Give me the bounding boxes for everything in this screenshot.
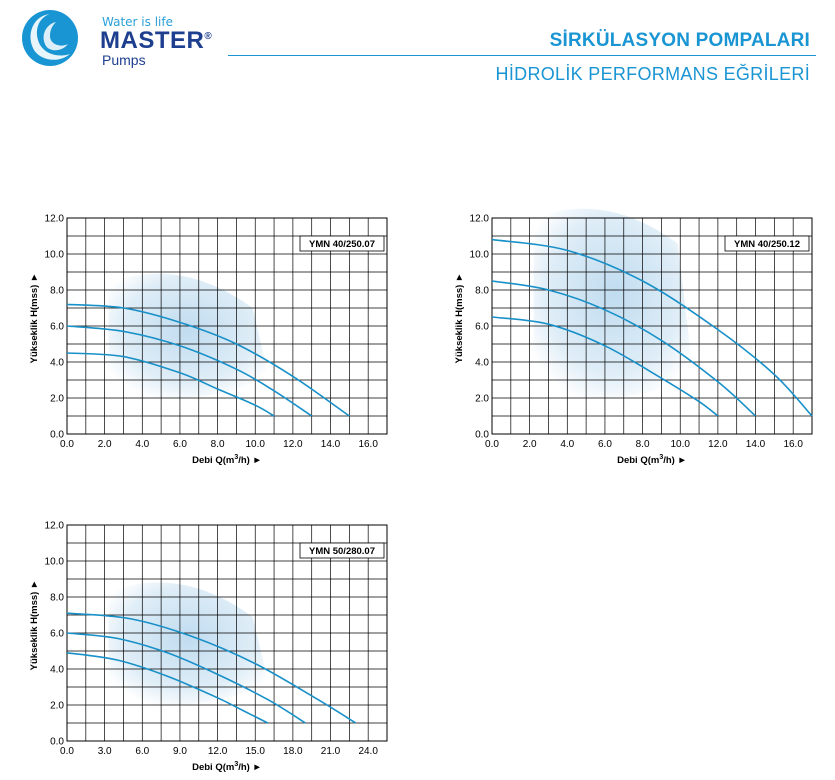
pump-curve-3: [491, 316, 719, 417]
model-label: YMN 50/280.07: [309, 546, 375, 557]
y-tick-label: 4.0: [475, 358, 489, 369]
x-tick-label: 2.0: [98, 439, 112, 450]
x-axis-label: Debi Q(m3/h) ►: [192, 761, 262, 773]
x-tick-label: 6.0: [173, 439, 187, 450]
y-tick-label: 2.0: [50, 394, 64, 405]
x-tick-label: 15.0: [246, 746, 266, 757]
x-axis-label: Debi Q(m3/h) ►: [192, 454, 262, 466]
y-tick-label: 10.0: [45, 250, 65, 261]
operating-region: [533, 208, 694, 399]
x-tick-label: 6.0: [135, 746, 149, 757]
y-tick-label: 12.0: [45, 521, 65, 532]
x-tick-label: 0.0: [60, 439, 74, 450]
pump-curve-2: [491, 280, 757, 417]
x-tick-label: 12.0: [708, 439, 728, 450]
page-title: SİRKÜLASYON POMPALARI: [549, 30, 810, 51]
y-tick-label: 12.0: [470, 214, 490, 225]
pump-curve-2: [66, 632, 306, 724]
model-label-box: [299, 235, 385, 252]
page-subtitle: HİDROLİK PERFORMANS EĞRİLERİ: [495, 64, 810, 84]
y-tick-label: 12.0: [45, 214, 65, 225]
x-tick-label: 21.0: [321, 746, 341, 757]
plot-frame: [491, 217, 813, 435]
pump-curve-2: [66, 325, 313, 417]
y-tick-label: 4.0: [50, 358, 64, 369]
y-axis-label: Yükseklik H(mss) ►: [29, 580, 40, 671]
pump-curve-1: [491, 238, 813, 417]
y-tick-label: 6.0: [475, 322, 489, 333]
x-tick-label: 0.0: [485, 439, 499, 450]
y-tick-label: 8.0: [475, 286, 489, 297]
x-tick-label: 4.0: [560, 439, 574, 450]
x-tick-label: 12.0: [208, 746, 228, 757]
x-tick-label: 9.0: [173, 746, 187, 757]
x-tick-label: 3.0: [98, 746, 112, 757]
performance-chart-ymn-40-250-07: YMN 40/250.07 0.0 2.0 4.0 6.0 8.0 10.0 12.0 14.0…: [29, 214, 388, 466]
model-label-box: [724, 235, 810, 252]
header-divider: [228, 55, 816, 56]
x-tick-label: 12.0: [283, 439, 303, 450]
y-tick-label: 0.0: [50, 430, 64, 441]
pump-curve-3: [66, 352, 275, 417]
performance-chart-ymn-50-280-07: YMN 50/280.07 0.0 3.0 6.0 9.0 12.0 15.0 18.0 21.…: [29, 521, 388, 773]
x-tick-label: 16.0: [358, 439, 378, 450]
y-axis-label: Yükseklik H(mss) ►: [29, 273, 40, 364]
operating-region: [108, 273, 269, 399]
logo-name: MASTER®: [100, 27, 213, 54]
y-tick-label: 10.0: [45, 557, 65, 568]
x-tick-label: 14.0: [746, 439, 766, 450]
performance-chart-ymn-40-250-12: YMN 40/250.12 0.0 2.0 4.0 6.0 8.0 10.0 12.0 14.0…: [454, 208, 813, 466]
water-drop-logo-icon: [22, 10, 78, 66]
y-tick-label: 0.0: [50, 737, 64, 748]
x-tick-label: 16.0: [783, 439, 803, 450]
y-tick-label: 2.0: [475, 394, 489, 405]
model-label: YMN 40/250.12: [734, 239, 800, 250]
y-tick-label: 6.0: [50, 322, 64, 333]
x-tick-label: 2.0: [523, 439, 537, 450]
y-tick-label: 8.0: [50, 286, 64, 297]
x-tick-label: 8.0: [211, 439, 225, 450]
x-tick-label: 10.0: [671, 439, 691, 450]
x-tick-label: 4.0: [135, 439, 149, 450]
operating-region: [108, 582, 269, 706]
x-tick-label: 8.0: [636, 439, 650, 450]
x-tick-label: 24.0: [358, 746, 378, 757]
x-tick-label: 18.0: [283, 746, 303, 757]
logo-tagline: Water is life: [102, 15, 173, 29]
y-tick-label: 2.0: [50, 701, 64, 712]
logo-subtitle: Pumps: [102, 52, 146, 68]
x-axis-label: Debi Q(m3/h) ►: [617, 454, 687, 466]
model-label-box: [299, 542, 385, 559]
pump-curve-1: [66, 303, 350, 417]
brand-logo[interactable]: Water is life MASTER® Pumps: [18, 8, 218, 68]
pump-curve-3: [66, 652, 269, 724]
x-tick-label: 0.0: [60, 746, 74, 757]
y-axis-label: Yükseklik H(mss) ►: [454, 273, 465, 364]
y-tick-label: 8.0: [50, 593, 64, 604]
y-tick-label: 0.0: [475, 430, 489, 441]
model-label: YMN 40/250.07: [309, 239, 375, 250]
y-tick-label: 6.0: [50, 629, 64, 640]
x-tick-label: 14.0: [321, 439, 341, 450]
y-tick-label: 4.0: [50, 665, 64, 676]
pump-curve-1: [66, 612, 357, 724]
x-tick-label: 6.0: [598, 439, 612, 450]
y-tick-label: 10.0: [470, 250, 490, 261]
x-tick-label: 10.0: [246, 439, 266, 450]
